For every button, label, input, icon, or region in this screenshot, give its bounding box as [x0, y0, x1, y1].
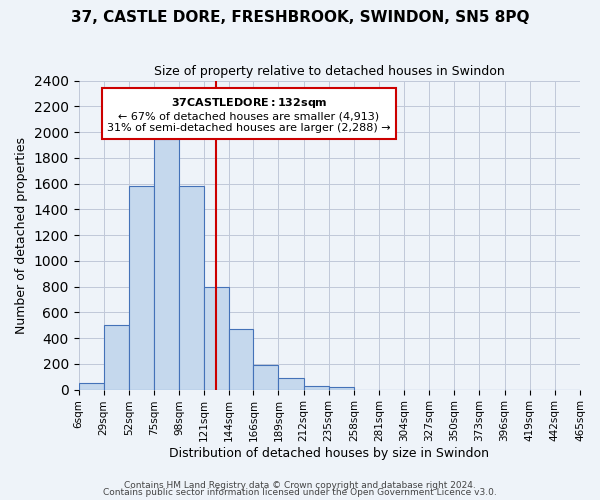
Bar — [304, 386, 329, 390]
Text: Contains public sector information licensed under the Open Government Licence v3: Contains public sector information licen… — [103, 488, 497, 497]
Bar — [104, 325, 129, 390]
Title: Size of property relative to detached houses in Swindon: Size of property relative to detached ho… — [154, 65, 505, 78]
Bar — [329, 387, 354, 390]
X-axis label: Distribution of detached houses by size in Swindon: Distribution of detached houses by size … — [169, 447, 489, 460]
Bar — [278, 378, 304, 390]
Text: $\bf{37 CASTLE DORE: 132sqm}$
← 67% of detached houses are smaller (4,913)
31% o: $\bf{37 CASTLE DORE: 132sqm}$ ← 67% of d… — [107, 96, 391, 133]
Bar — [154, 138, 179, 390]
Bar — [179, 186, 204, 390]
Bar — [204, 286, 229, 390]
Bar — [129, 186, 154, 390]
Bar — [79, 383, 104, 390]
Bar — [229, 329, 253, 390]
Text: 37, CASTLE DORE, FRESHBROOK, SWINDON, SN5 8PQ: 37, CASTLE DORE, FRESHBROOK, SWINDON, SN… — [71, 10, 529, 25]
Bar — [253, 365, 278, 390]
Text: Contains HM Land Registry data © Crown copyright and database right 2024.: Contains HM Land Registry data © Crown c… — [124, 480, 476, 490]
Y-axis label: Number of detached properties: Number of detached properties — [15, 136, 28, 334]
